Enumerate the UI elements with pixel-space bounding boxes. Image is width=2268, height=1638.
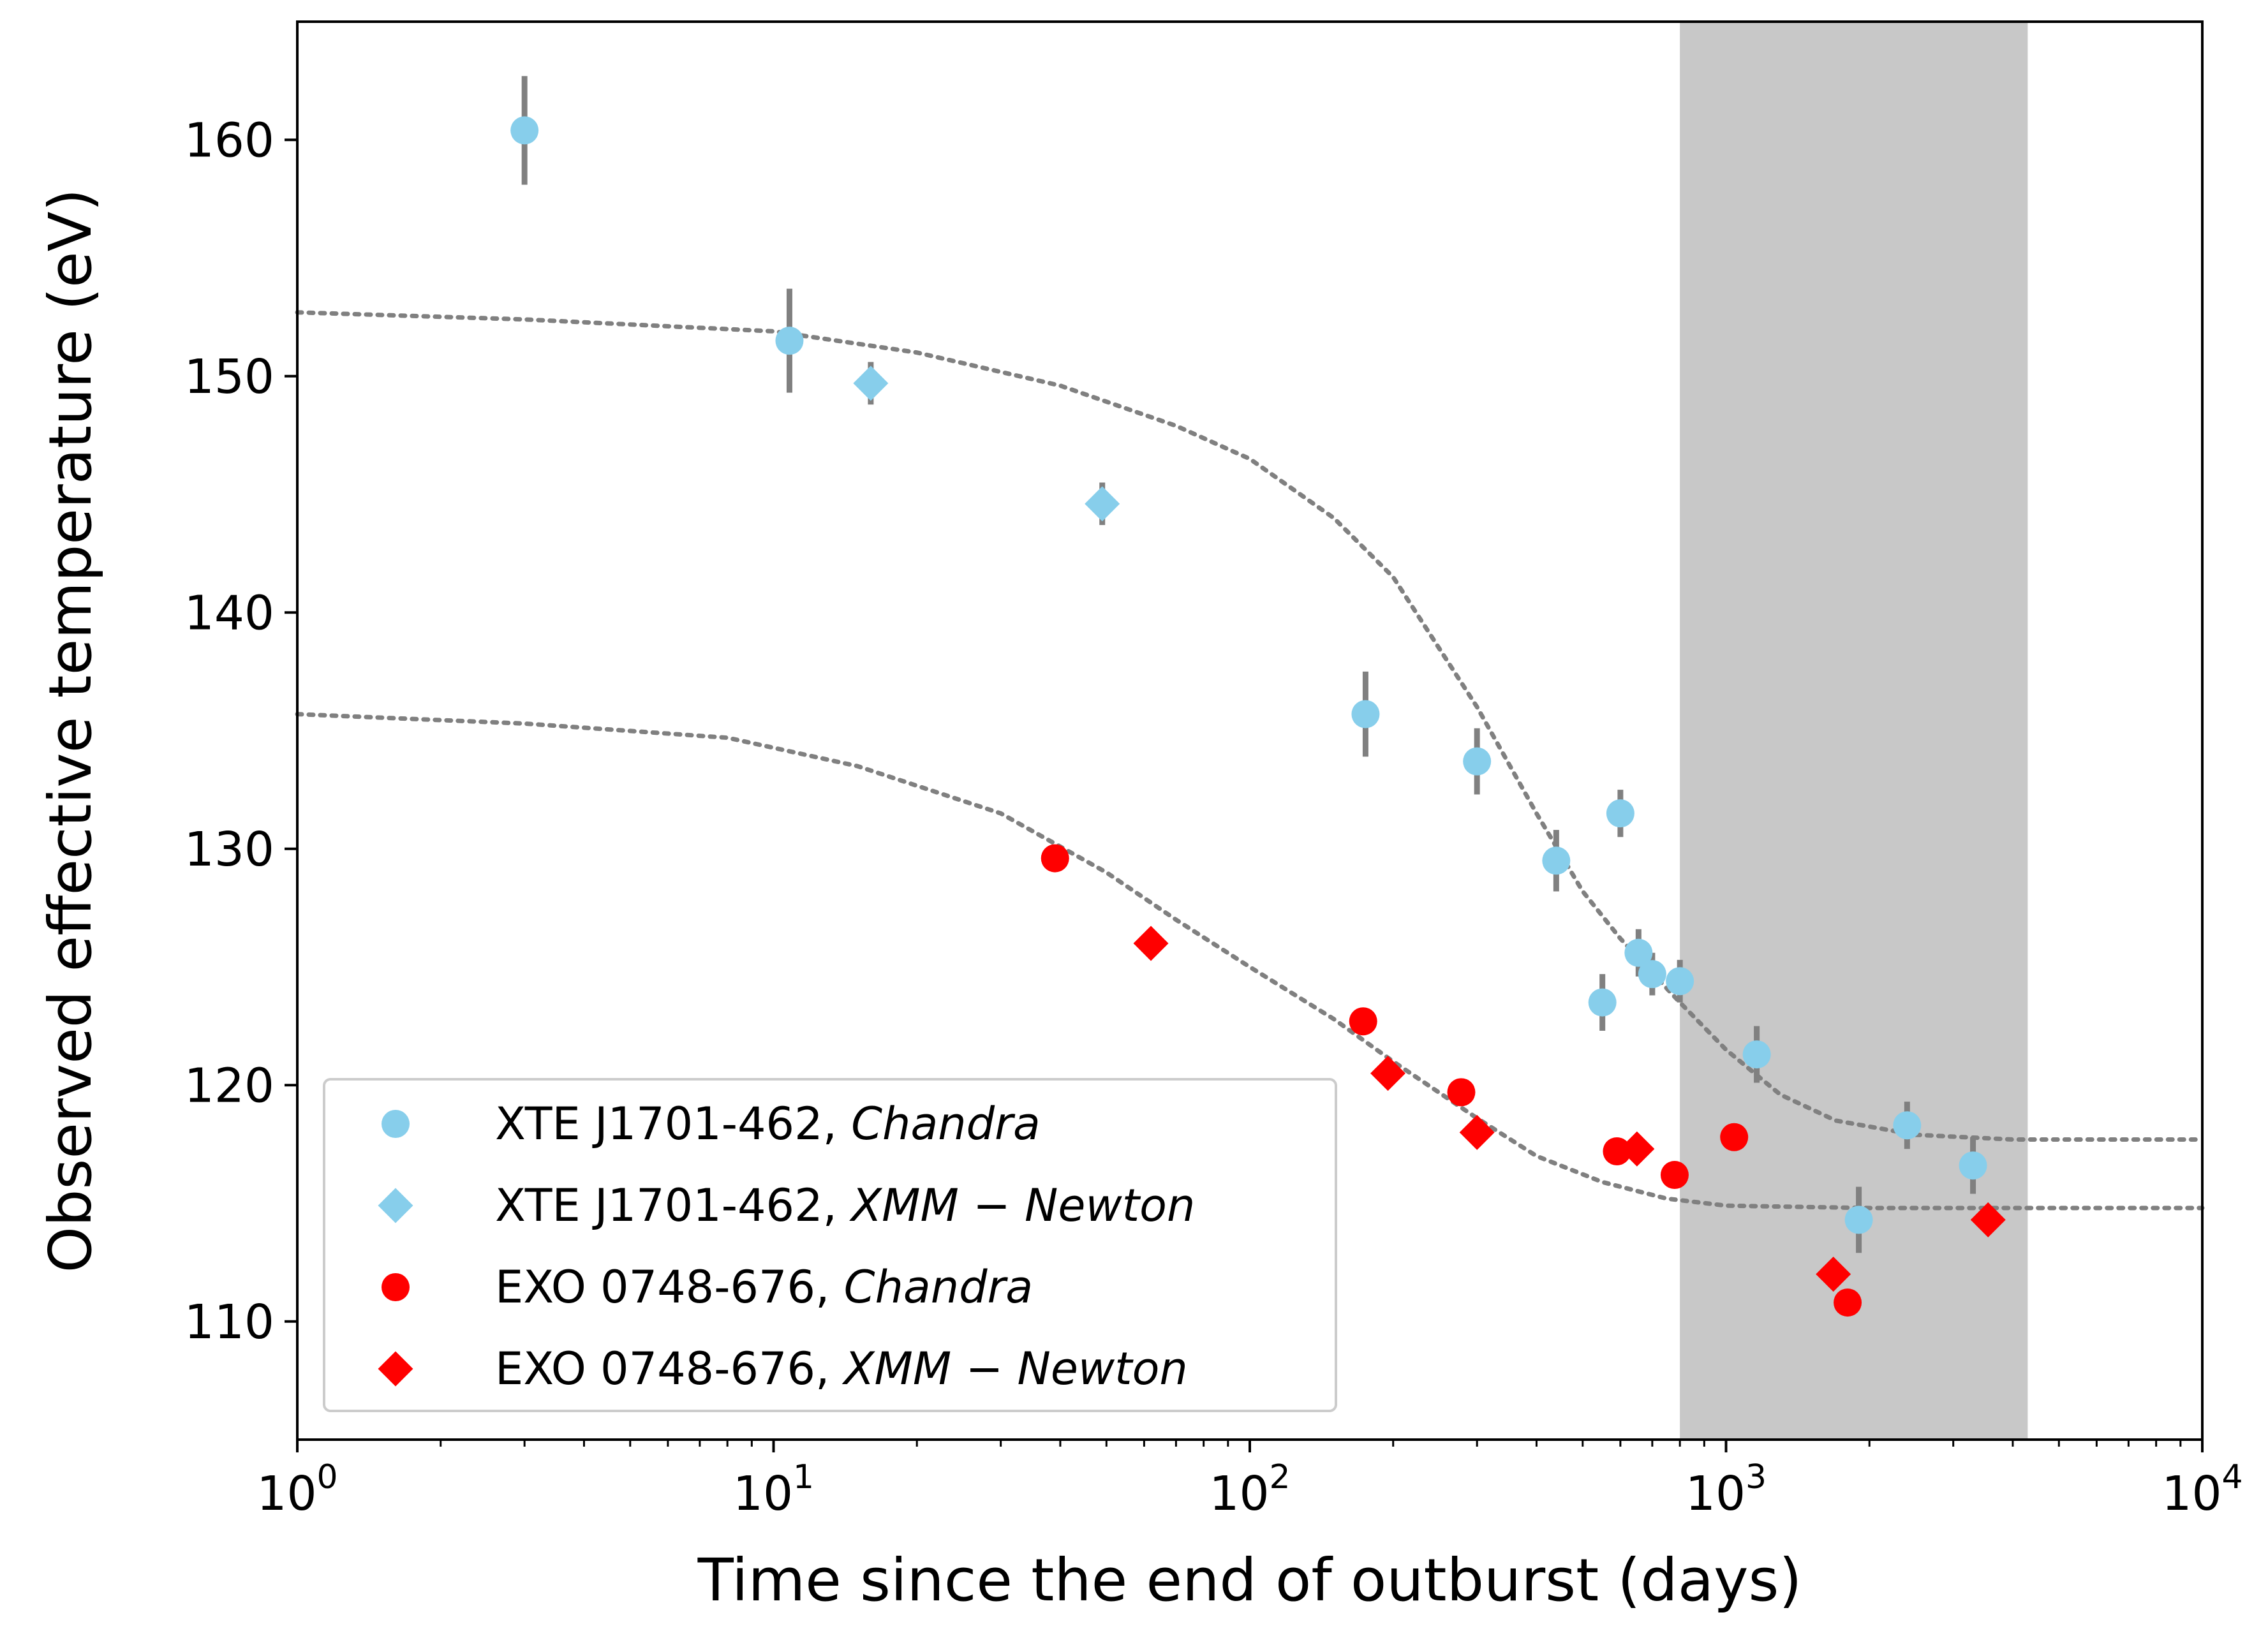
data-point-series-1 — [1606, 799, 1634, 828]
data-point-series-1 — [1666, 967, 1694, 996]
x-tick-label: 101 — [733, 1458, 814, 1521]
data-point-series-1 — [1742, 1040, 1771, 1069]
data-point-series-1 — [775, 327, 804, 355]
legend-label-series-4: EXO 0748-676, XMM − Newton — [495, 1343, 1188, 1395]
data-point-series-3 — [1834, 1288, 1862, 1317]
legend-marker-series-3 — [382, 1273, 410, 1301]
data-point-series-4 — [1459, 1114, 1495, 1150]
data-point-series-3 — [1603, 1137, 1631, 1165]
data-point-series-1 — [1542, 846, 1571, 875]
data-point-series-4 — [1970, 1202, 2006, 1237]
fit-curve-1 — [295, 310, 2205, 1142]
data-point-series-1 — [1959, 1151, 1987, 1180]
legend-marker-series-2 — [378, 1188, 413, 1223]
data-point-series-2 — [1085, 486, 1120, 522]
legend-marker-series-4 — [378, 1351, 413, 1387]
tick-labels-layer: 100 101 102 103 104 110 120 130 140 150 160 — [184, 113, 2243, 1521]
legend-marker-series-1 — [382, 1110, 410, 1138]
x-tick-label: 103 — [1686, 1458, 1767, 1521]
x-axis-title: Time since the end of outburst (days) — [697, 1546, 1802, 1614]
y-tick-label: 160 — [184, 113, 274, 168]
data-point-series-3 — [1041, 844, 1069, 873]
data-point-series-1 — [1893, 1111, 1922, 1140]
legend-label-series-1: XTE J1701-462, Chandra — [495, 1098, 1041, 1150]
data-point-series-1 — [1638, 960, 1666, 989]
data-point-series-2 — [853, 365, 889, 401]
legend-label-series-2: XTE J1701-462, XMM − Newton — [495, 1179, 1195, 1232]
shaded-region-layer — [1680, 22, 2028, 1440]
y-tick-label: 140 — [184, 586, 274, 640]
axis-ticks-layer — [285, 138, 2204, 1452]
data-point-series-4 — [1370, 1056, 1406, 1091]
data-point-series-1 — [1351, 700, 1380, 728]
y-tick-label: 120 — [184, 1058, 274, 1113]
data-point-series-3 — [1447, 1078, 1476, 1107]
data-point-series-1 — [1624, 938, 1653, 967]
x-tick-label: 102 — [1209, 1458, 1290, 1521]
x-tick-label: 104 — [2161, 1458, 2242, 1521]
fit-curve-2 — [295, 712, 2205, 1211]
shaded-region — [1680, 22, 2028, 1440]
data-markers-layer — [510, 116, 2006, 1317]
y-axis-title: Observed effective temperature (eV) — [36, 189, 105, 1273]
fit-curves-layer — [295, 310, 2205, 1211]
legend-box — [323, 1078, 1337, 1412]
data-point-series-3 — [1720, 1123, 1749, 1151]
data-point-series-1 — [1588, 988, 1617, 1017]
y-tick-label: 150 — [184, 350, 274, 404]
data-point-series-3 — [1349, 1007, 1377, 1036]
legend-items: XTE J1701-462, Chandra XTE J1701-462, XMM… — [378, 1098, 1195, 1395]
data-point-series-4 — [1619, 1131, 1655, 1167]
y-tick-label: 130 — [184, 822, 274, 877]
data-point-series-4 — [1133, 926, 1169, 961]
data-point-series-3 — [1660, 1161, 1689, 1190]
data-point-series-1 — [1844, 1206, 1873, 1234]
data-point-series-1 — [510, 116, 539, 145]
x-tick-label: 100 — [256, 1458, 337, 1521]
data-point-series-4 — [1816, 1257, 1851, 1292]
y-tick-label: 110 — [184, 1295, 274, 1350]
data-point-series-1 — [1463, 747, 1492, 776]
legend-label-series-3: EXO 0748-676, Chandra — [495, 1261, 1033, 1313]
legend: XTE J1701-462, Chandra XTE J1701-462, XMM… — [323, 1078, 1337, 1412]
